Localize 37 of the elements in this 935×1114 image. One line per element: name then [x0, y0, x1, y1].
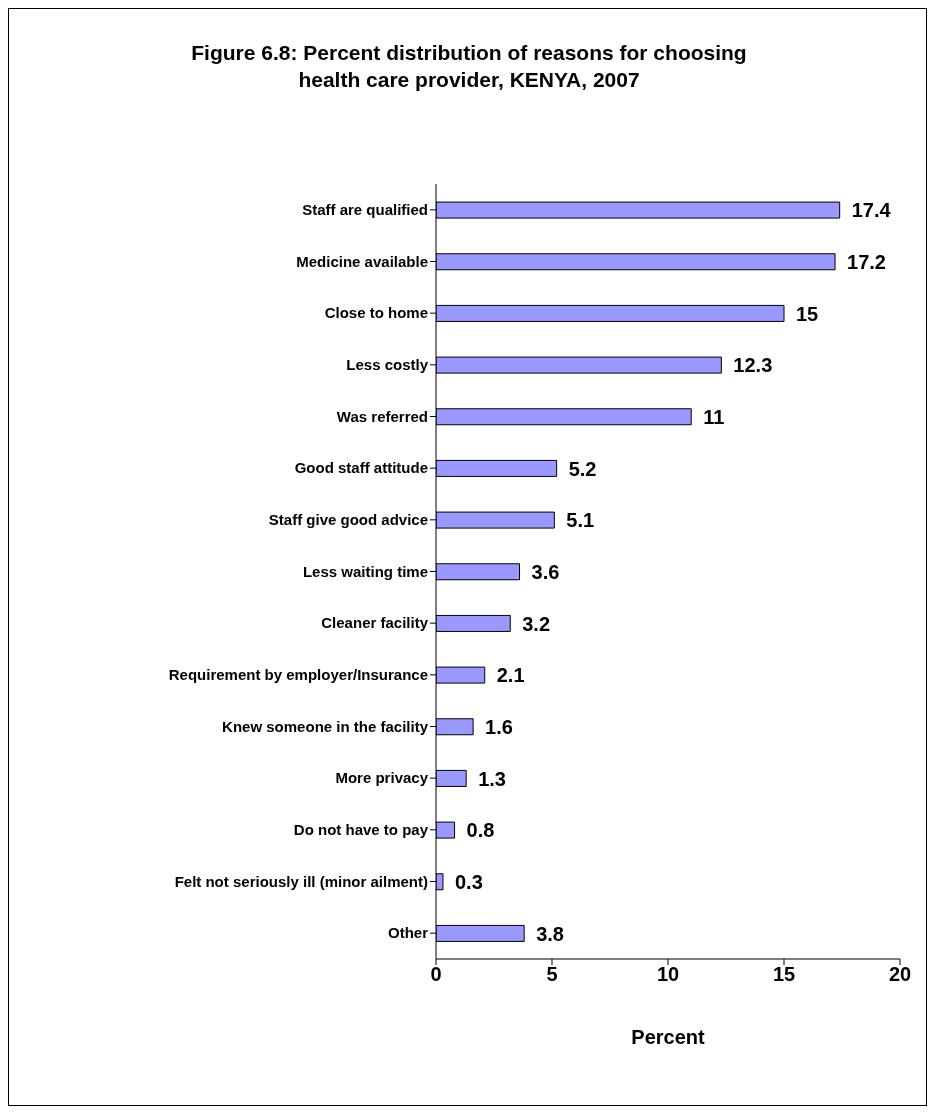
data-label: 1.3: [478, 767, 506, 790]
y-tick-label: Close to home: [324, 304, 428, 322]
x-tick-label: 10: [656, 963, 680, 986]
y-tick-label: Staff give good advice: [268, 511, 428, 529]
y-tick-label: Do not have to pay: [293, 821, 429, 839]
y-tick-label: Felt not seriously ill (minor ailment): [174, 872, 428, 890]
chart-title: Figure 6.8: Percent distribution of reasons for choosing health care provider, KENYA, 2007: [190, 40, 748, 93]
x-tick-label: 20: [888, 963, 912, 986]
data-label: 0.8: [466, 819, 495, 842]
data-label: 17.2: [847, 250, 886, 273]
data-label: 5.2: [568, 457, 597, 480]
data-label: 17.4: [851, 199, 892, 222]
y-tick-label: Was referred: [336, 407, 428, 425]
x-tick-label: 15: [772, 963, 796, 986]
y-tick-label: Knew someone in the facility: [222, 717, 429, 735]
y-tick-label: Less costly: [346, 356, 429, 374]
data-label: 15: [796, 302, 819, 325]
data-label: 12.3: [733, 354, 773, 377]
x-tick-label: 0: [430, 963, 442, 986]
y-tick-label: Staff are qualified: [302, 201, 428, 219]
data-label: 11: [703, 405, 725, 428]
y-tick-label: Other: [387, 924, 429, 942]
y-tick-label: Requirement by employer/Insurance: [168, 666, 428, 684]
y-tick-label: Less waiting time: [302, 562, 428, 580]
data-label: 3.8: [536, 922, 564, 945]
data-label: 0.3: [454, 870, 483, 893]
data-label: 1.6: [485, 715, 513, 738]
y-tick-label: Cleaner facility: [321, 614, 429, 632]
data-label: 5.1: [566, 509, 595, 532]
data-label: 3.2: [522, 612, 551, 635]
y-tick-label: Good staff attitude: [294, 459, 428, 477]
x-tick-label: 5: [546, 963, 558, 986]
x-axis-title: Percent: [631, 1026, 706, 1048]
y-tick-label: More privacy: [335, 769, 429, 787]
data-label: 2.1: [496, 664, 525, 687]
y-tick-label: Medicine available: [296, 252, 428, 270]
data-label: 3.6: [531, 560, 560, 583]
